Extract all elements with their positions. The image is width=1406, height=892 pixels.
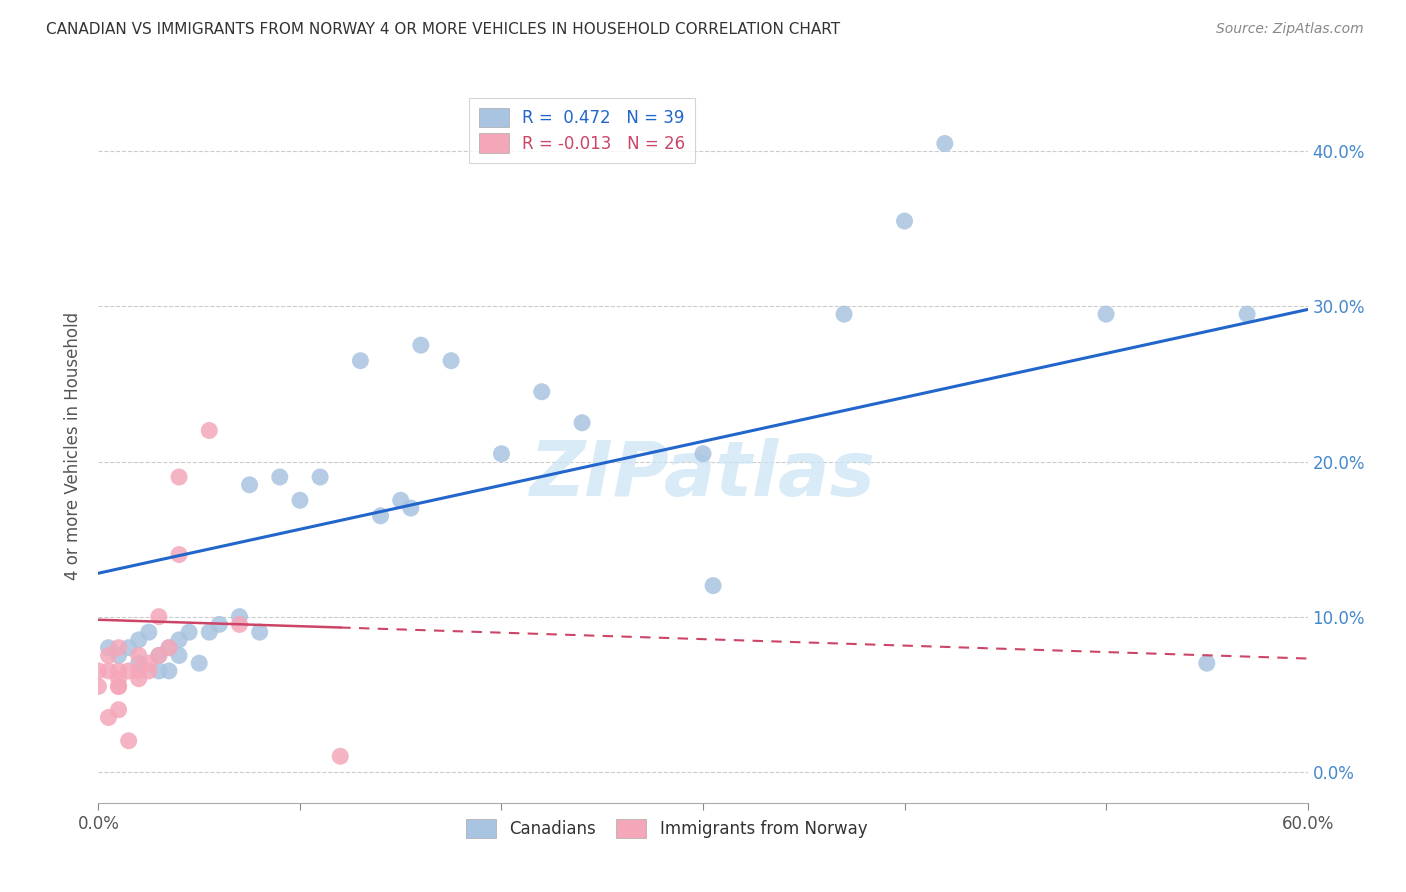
Point [440, 353, 463, 368]
Point [269, 470, 291, 484]
Point [530, 384, 553, 399]
Point [107, 664, 129, 678]
Text: ZIPatlas: ZIPatlas [530, 438, 876, 511]
Point [399, 501, 422, 516]
Point [208, 617, 231, 632]
Point [107, 672, 129, 686]
Point [148, 648, 170, 663]
Point [148, 648, 170, 663]
Point [97, 640, 120, 655]
Point [1195, 656, 1218, 670]
Point [188, 656, 211, 670]
Point [128, 664, 150, 678]
Point [288, 493, 311, 508]
Point [239, 477, 262, 491]
Point [167, 648, 190, 663]
Point [97, 664, 120, 678]
Point [934, 136, 956, 151]
Point [329, 749, 352, 764]
Point [370, 508, 392, 523]
Point [409, 338, 432, 352]
Point [157, 640, 180, 655]
Point [349, 353, 371, 368]
Point [167, 548, 190, 562]
Point [491, 447, 513, 461]
Point [148, 609, 170, 624]
Point [198, 424, 221, 438]
Point [107, 680, 129, 694]
Point [97, 710, 120, 724]
Point [893, 214, 915, 228]
Legend: Canadians, Immigrants from Norway: Canadians, Immigrants from Norway [460, 812, 875, 845]
Point [107, 640, 129, 655]
Point [148, 664, 170, 678]
Point [138, 625, 160, 640]
Point [157, 664, 180, 678]
Point [179, 625, 201, 640]
Point [118, 640, 141, 655]
Point [692, 447, 714, 461]
Point [118, 733, 141, 747]
Point [249, 625, 271, 640]
Point [1236, 307, 1258, 321]
Point [107, 703, 129, 717]
Point [167, 632, 190, 647]
Point [128, 648, 150, 663]
Point [1095, 307, 1118, 321]
Point [138, 664, 160, 678]
Point [228, 609, 250, 624]
Point [128, 632, 150, 647]
Point [118, 664, 141, 678]
Point [309, 470, 332, 484]
Point [702, 579, 724, 593]
Text: Source: ZipAtlas.com: Source: ZipAtlas.com [1216, 22, 1364, 37]
Point [571, 416, 593, 430]
Point [128, 656, 150, 670]
Point [157, 640, 180, 655]
Point [87, 680, 110, 694]
Point [832, 307, 855, 321]
Point [97, 648, 120, 663]
Text: CANADIAN VS IMMIGRANTS FROM NORWAY 4 OR MORE VEHICLES IN HOUSEHOLD CORRELATION C: CANADIAN VS IMMIGRANTS FROM NORWAY 4 OR … [46, 22, 841, 37]
Point [228, 617, 250, 632]
Point [198, 625, 221, 640]
Point [128, 672, 150, 686]
Point [389, 493, 412, 508]
Point [167, 470, 190, 484]
Point [107, 680, 129, 694]
Point [107, 648, 129, 663]
Point [138, 656, 160, 670]
Y-axis label: 4 or more Vehicles in Household: 4 or more Vehicles in Household [65, 312, 83, 580]
Point [87, 664, 110, 678]
